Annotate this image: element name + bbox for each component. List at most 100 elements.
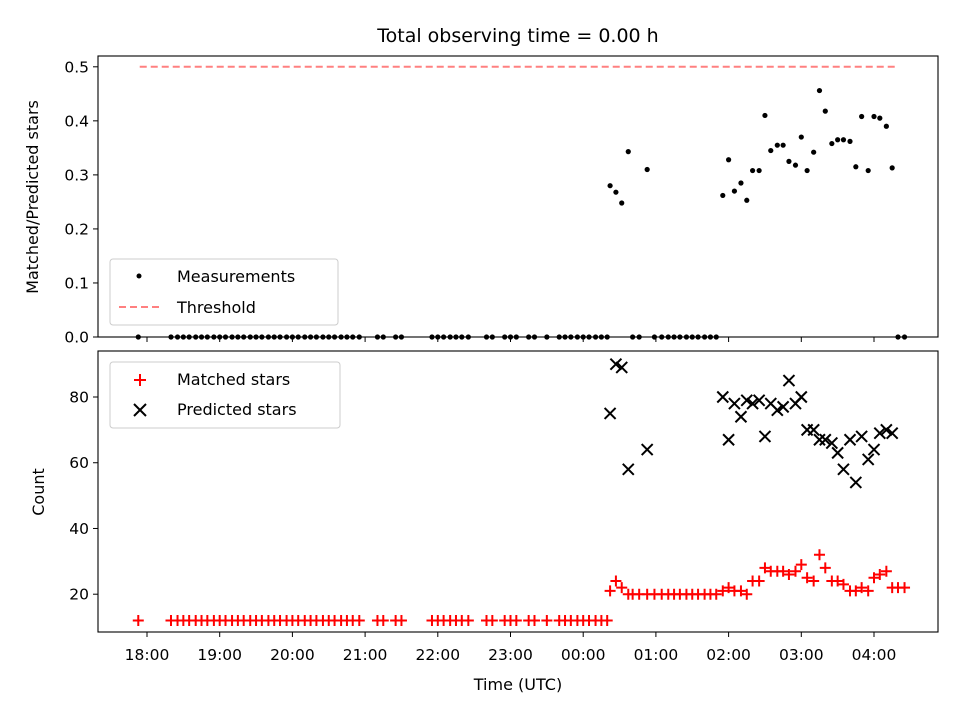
predicted-star-point [722,433,735,446]
measurement-point [398,334,405,340]
measurement-point [556,334,562,340]
top-y-tick-label: 0.3 [64,166,89,184]
matched-star-point [813,549,825,561]
predicted-star-point [746,397,759,410]
predicted-star-point [716,390,729,404]
legend-matched-stars-label: Matched stars [177,370,290,389]
measurement-point [695,334,701,340]
measurement-point [507,334,514,340]
predicted-star-point [843,433,857,446]
matched-star-point [510,614,522,626]
predicted-star-point [867,443,881,456]
predicted-star-point [807,423,820,437]
measurement-point [780,142,786,148]
measurement-point [204,334,210,340]
predicted-star-point [831,446,844,460]
matched-star-point [789,565,801,577]
x-axis-label: Time (UTC) [473,675,562,694]
measurement-point [883,123,889,129]
bottom-panel: 20 40 60 80 18:00 19:00 20:00 21:00 22:00 23:00 00… [69,350,939,664]
top-y-tick-label: 0.4 [64,112,89,130]
matched-star-point [741,588,753,600]
measurement-point [374,334,381,340]
bottom-y-tick-label: 20 [69,586,89,604]
measurement-point [607,183,613,189]
matched-star-point [819,562,831,574]
top-y-tick-label: 0.2 [64,220,89,238]
measurement-point [483,334,490,340]
measurement-point [707,334,714,340]
predicted-star-point [603,407,617,420]
x-tick-label: 00:00 [561,646,606,664]
legend-matched-stars-marker [134,374,146,386]
measurement-point [489,334,495,340]
matched-star-point [604,585,616,597]
measurement-point [774,142,780,148]
measurement-point [651,334,658,340]
measurement-point [259,334,265,340]
measurement-point [544,334,550,340]
measurement-point [574,334,580,340]
predicted-star-point [880,423,893,437]
measurement-point [459,334,465,340]
matched-star-point [717,585,729,597]
measurement-point [671,334,677,340]
measurement-point [592,334,599,340]
predicted-star-point [740,394,753,407]
top-y-tick-label: 0.5 [64,58,89,76]
top-y-axis-label: Matched/Predicted stars [23,100,42,294]
measurement-point [198,334,205,340]
measurement-point [835,137,841,143]
measurement-point [465,334,471,340]
x-tick-label: 02:00 [706,646,751,664]
measurement-point [435,334,441,340]
measurement-point [168,334,174,340]
legend-threshold-label: Threshold [176,298,256,317]
predicted-star-point [776,400,790,414]
measurement-point [756,167,762,174]
matched-star-point [616,582,628,594]
matched-star-point [874,568,886,580]
matched-star-point [850,585,862,597]
measurement-point [586,334,592,340]
predicted-star-point [849,476,863,489]
measurement-point [683,334,690,340]
matched-star-point [395,614,407,626]
measurement-point [768,147,774,154]
measurement-point [307,334,314,340]
measurement-point [241,334,247,340]
matched-star-point [808,575,820,587]
top-legend: Measurements Threshold [109,258,339,326]
matched-star-point [753,575,765,587]
measurement-point [344,334,350,340]
measurement-point [847,138,853,144]
measurement-point [568,334,574,340]
measurement-point [331,334,338,340]
measurement-point [798,134,804,140]
predicted-star-point [795,390,808,404]
measurement-point [625,149,631,155]
matched-star-point [783,568,795,580]
measurement-point [356,334,362,340]
predicted-star-point [782,374,796,387]
measurement-point [689,334,695,340]
measurement-point [235,334,241,340]
measurement-point [562,334,568,340]
matched-star-point [528,614,540,626]
measurement-point [247,334,253,340]
x-tick-label: 20:00 [270,646,315,664]
predicted-star-point [861,453,875,466]
predicted-star-point [813,433,826,446]
measurement-point [702,334,708,340]
bottom-y-tick-label: 40 [69,520,89,538]
bottom-legend: Matched stars Predicted stars [109,361,341,429]
legend-measurements-marker [136,273,142,279]
matched-star-point [868,572,880,584]
matched-star-point [837,578,849,590]
measurement-point [598,334,604,340]
measurement-point [222,334,229,340]
measurement-point [792,162,799,168]
bottom-y-tick-label: 60 [69,454,89,472]
measurement-point [135,334,141,340]
